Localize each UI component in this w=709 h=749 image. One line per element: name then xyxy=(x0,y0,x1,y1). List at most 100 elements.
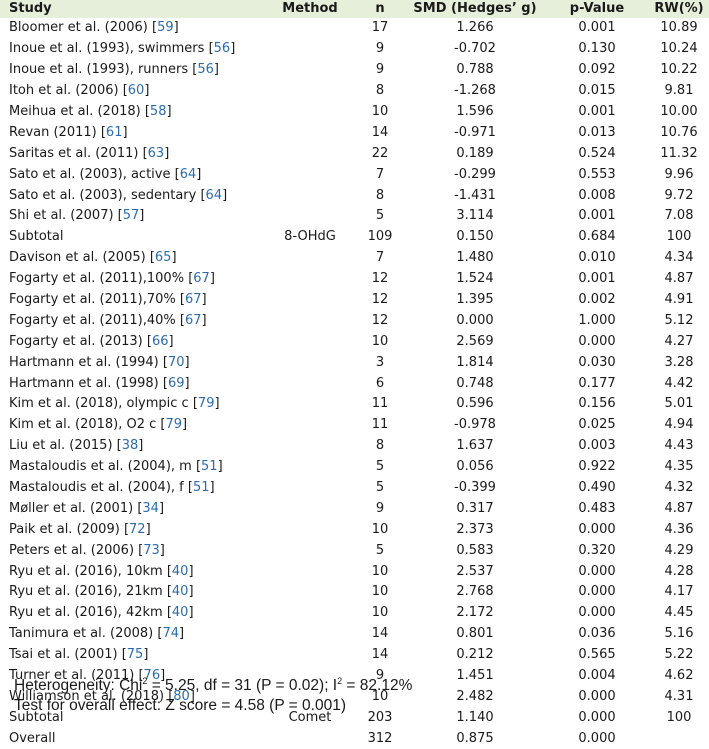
reference-link[interactable]: 40 xyxy=(171,563,189,579)
summary-statistics: Heterogeneity: Chi2 = 5.25, df = 31 (P =… xyxy=(14,676,412,716)
reference-link[interactable]: 75 xyxy=(126,647,144,663)
study-name: Mastaloudis et al. (2004), m xyxy=(9,459,196,475)
smd-cell: 1.596 xyxy=(456,104,494,119)
p-value-cell: 0.010 xyxy=(578,250,616,266)
reference-link[interactable]: 66 xyxy=(151,333,169,349)
bracket-close: ] xyxy=(160,668,166,684)
reference-link[interactable]: 73 xyxy=(143,542,160,558)
reference-link[interactable]: 40 xyxy=(171,605,189,621)
reference-link[interactable]: 56 xyxy=(213,41,231,57)
reference-link[interactable]: 59 xyxy=(157,20,174,36)
reference-link[interactable]: 76 xyxy=(143,668,161,684)
heterogeneity-text-mid: = 5.25, df = 31 (P = 0.02); I xyxy=(147,677,338,694)
reference-link[interactable]: 34 xyxy=(142,500,159,516)
reference-link[interactable]: 65 xyxy=(154,250,172,266)
reference-link[interactable]: 67 xyxy=(193,271,210,287)
reference-link[interactable]: 63 xyxy=(147,145,165,161)
reference-link[interactable]: 51 xyxy=(201,459,218,475)
rw-cell: 4.17 xyxy=(664,584,694,600)
p-value-cell: 0.177 xyxy=(578,375,616,391)
study-name: Kim et al. (2018), O2 c xyxy=(9,417,161,433)
reference-link[interactable]: 74 xyxy=(162,626,180,642)
study-cell: Liu et al. (2015) [38] xyxy=(0,436,265,457)
heterogeneity-text-suffix: = 82.12% xyxy=(342,677,413,694)
smd-cell: 2.537 xyxy=(456,563,494,579)
p-value-cell: 0.000 xyxy=(578,605,616,621)
reference-link[interactable]: 58 xyxy=(149,104,167,119)
bracket-open: [ xyxy=(100,124,106,140)
n-cell: 14 xyxy=(371,626,389,642)
reference-link[interactable]: 72 xyxy=(129,521,146,537)
reference-link[interactable]: 38 xyxy=(121,438,139,454)
bracket-close: ] xyxy=(173,20,179,36)
table-row: Fogarty et al. (2013) [66] 10 2.569 0.000 4.… xyxy=(0,331,709,352)
bracket-close: ] xyxy=(168,333,174,349)
bracket-close: ] xyxy=(166,104,172,119)
bracket-close: ] xyxy=(184,354,190,370)
n-cell: 8 xyxy=(375,438,385,454)
bracket-close: ] xyxy=(122,124,128,140)
study-name: Sato et al. (2003), sedentary xyxy=(9,187,201,203)
reference-link[interactable]: 64 xyxy=(179,166,197,182)
reference-link[interactable]: 69 xyxy=(167,375,185,391)
bracket-close: ] xyxy=(139,208,145,224)
study-name: Ryu et al. (2016), 42km xyxy=(9,605,167,621)
method-cell xyxy=(265,206,355,227)
reference-link[interactable]: 67 xyxy=(185,312,202,328)
smd-cell: 0.583 xyxy=(456,542,494,558)
study-name: Ryu et al. (2016), 21km xyxy=(9,584,167,600)
reference-link[interactable]: 51 xyxy=(192,480,210,496)
rw-cell xyxy=(649,728,709,749)
n-cell: 5 xyxy=(375,208,385,224)
reference-link[interactable]: 61 xyxy=(105,124,123,140)
smd-cell: 1.524 xyxy=(456,271,494,287)
subtotal-row: Subtotal 8-OHdG 109 0.150 0.684 100 xyxy=(0,227,709,248)
reference-link[interactable]: 60 xyxy=(127,83,145,99)
table-row: Liu et al. (2015) [38] 8 1.637 0.003 4.43 xyxy=(0,436,709,457)
bracket-close: ] xyxy=(184,375,190,391)
table-row: Ryu et al. (2016), 10km [40] 10 2.537 0.000… xyxy=(0,561,709,582)
p-value-cell: 0.565 xyxy=(578,647,616,663)
reference-link[interactable]: 40 xyxy=(171,584,189,600)
rw-cell: 10.00 xyxy=(660,104,698,119)
rw-cell: 4.34 xyxy=(664,250,694,266)
n-cell: 8 xyxy=(375,187,385,203)
reference-link[interactable]: 67 xyxy=(185,292,202,308)
bracket-close: ] xyxy=(158,500,165,516)
smd-cell: 0.056 xyxy=(456,459,494,475)
bracket-open: [ xyxy=(149,250,155,266)
n-cell: 10 xyxy=(371,563,389,579)
bracket-open: [ xyxy=(152,20,158,36)
study-cell: Revan (2011) [61] xyxy=(0,122,265,143)
rw-cell: 5.12 xyxy=(664,312,694,328)
study-cell: Fogarty et al. (2013) [66] xyxy=(0,331,265,352)
bracket-close: ] xyxy=(164,145,170,161)
table-row: Møller et al. (2001) [34] 9 0.317 0.483 4.87 xyxy=(0,498,709,519)
reference-link[interactable]: 57 xyxy=(122,208,140,224)
reference-link[interactable]: 56 xyxy=(197,62,214,78)
bracket-close: ] xyxy=(189,688,195,704)
table-row: Inoue et al. (1993), swimmers [56] 9 -0.70… xyxy=(0,39,709,60)
study-cell: Peters et al. (2006) [73] xyxy=(0,540,265,561)
n-cell: 9 xyxy=(375,62,385,78)
heterogeneity-text: Heterogeneity: Chi xyxy=(14,677,143,694)
n-cell: 22 xyxy=(371,145,389,161)
bracket-open: [ xyxy=(166,563,172,579)
rw-cell: 9.96 xyxy=(664,166,694,182)
chi-squared-superscript: 2 xyxy=(142,676,148,686)
study-cell: Ryu et al. (2016), 21km [40] xyxy=(0,582,265,603)
reference-link[interactable]: 80 xyxy=(173,688,190,704)
smd-cell: 1.480 xyxy=(456,250,494,266)
smd-cell: -0.702 xyxy=(454,41,496,57)
method-cell xyxy=(265,60,355,81)
reference-link[interactable]: 64 xyxy=(205,187,223,203)
reference-link[interactable]: 79 xyxy=(197,396,215,412)
reference-link[interactable]: 70 xyxy=(167,354,185,370)
n-cell: 14 xyxy=(371,124,389,140)
smd-cell: 2.768 xyxy=(456,584,494,600)
reference-link[interactable]: 79 xyxy=(165,417,183,433)
smd-cell: 0.212 xyxy=(456,647,494,663)
table-row: Sato et al. (2003), sedentary [64] 8 -1.43… xyxy=(0,185,709,206)
n-cell: 7 xyxy=(375,250,385,266)
study-name: Bloomer et al. (2006) xyxy=(9,20,153,36)
